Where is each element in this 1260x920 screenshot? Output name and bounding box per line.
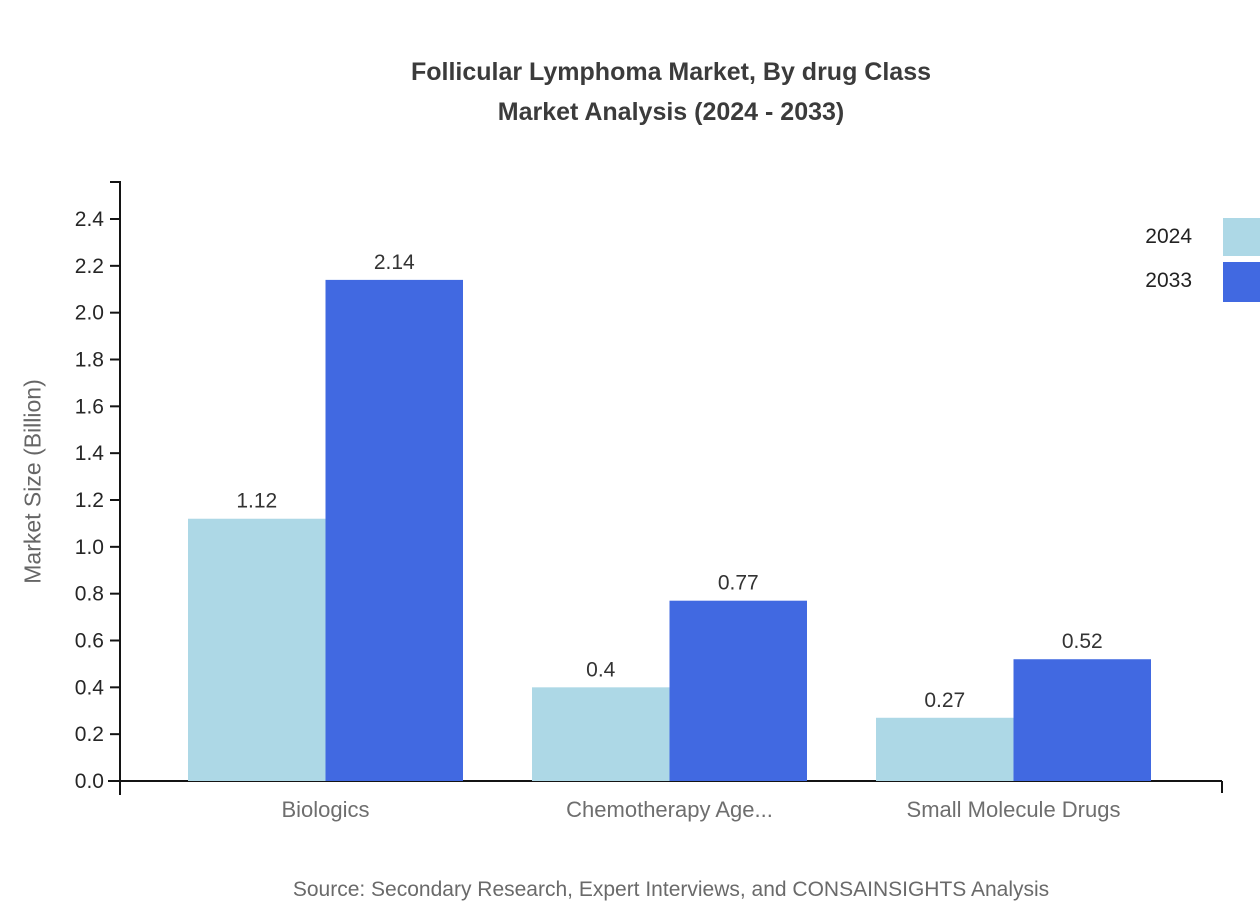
bar-2024-biologics[interactable]: [188, 518, 326, 781]
y-tick-label: 2.0: [75, 302, 104, 325]
chart-title-line2: Market Analysis (2024 - 2033): [497, 98, 845, 126]
chart-title: Follicular Lymphoma Market, By drug Clas…: [120, 52, 1222, 132]
bar-2033-small-molecule-drugs[interactable]: [1013, 659, 1152, 781]
y-tick-label: 2.4: [75, 208, 105, 231]
y-tick-label: 2.2: [75, 255, 104, 278]
x-category-label: Small Molecule Drugs: [907, 797, 1121, 822]
bar-value-label: 0.4: [586, 658, 616, 681]
source-note: Source: Secondary Research, Expert Inter…: [292, 878, 1050, 901]
legend-item-2033[interactable]: 2033: [1000, 262, 1260, 302]
bar-value-label: 2.14: [374, 251, 415, 274]
x-category-label: Biologics: [281, 797, 369, 822]
y-tick-label: 0.8: [75, 583, 104, 606]
y-tick-label: 1.0: [75, 536, 104, 559]
legend-item-2024[interactable]: 2024: [1000, 218, 1260, 258]
y-tick-label: 0.4: [75, 676, 105, 699]
y-tick-label: 1.2: [75, 489, 104, 512]
y-tick-label: 0.6: [75, 630, 104, 653]
legend-label: 2024: [1145, 225, 1192, 248]
x-category-label: Chemotherapy Age...: [566, 797, 773, 822]
bar-value-label: 1.12: [236, 490, 277, 513]
bar-2033-biologics[interactable]: [325, 279, 464, 781]
chart-title-line1: Follicular Lymphoma Market, By drug Clas…: [410, 58, 932, 86]
bar-2024-chemotherapy-age-[interactable]: [532, 687, 670, 781]
legend-swatch-2033: [1223, 262, 1260, 302]
y-tick-label: 1.4: [75, 442, 105, 465]
bar-value-label: 0.27: [924, 689, 965, 712]
y-tick-label: 1.8: [75, 349, 104, 372]
bar-2024-small-molecule-drugs[interactable]: [876, 717, 1014, 781]
legend-swatch-2024: [1223, 218, 1260, 256]
y-tick-label: 1.6: [75, 395, 104, 418]
legend-label: 2033: [1145, 269, 1192, 292]
bar-2033-chemotherapy-age-[interactable]: [669, 600, 808, 781]
bar-value-label: 0.52: [1062, 630, 1103, 653]
y-tick-label: 0.0: [75, 770, 104, 793]
y-tick-label: 0.2: [75, 723, 104, 746]
bar-value-label: 0.77: [718, 572, 759, 595]
